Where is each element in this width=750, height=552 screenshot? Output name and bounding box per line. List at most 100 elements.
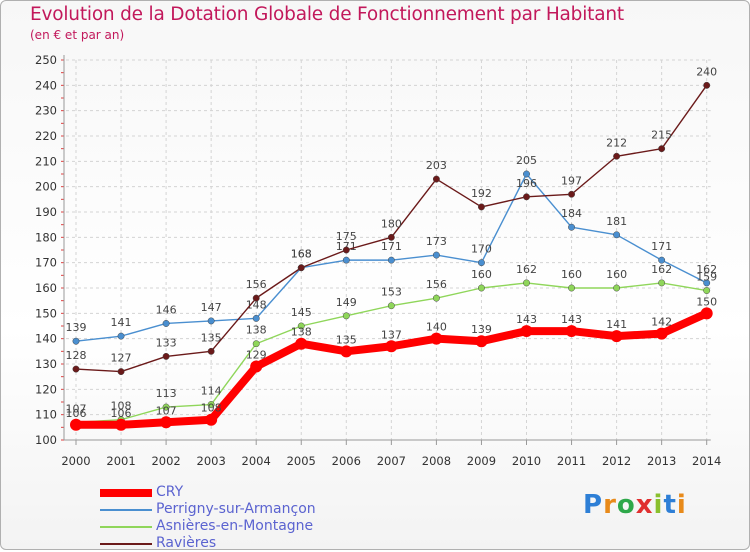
y-tick-label: 210 — [35, 154, 57, 168]
data-label: 139 — [471, 323, 492, 336]
data-point — [117, 368, 125, 376]
x-tick-label: 2005 — [287, 454, 316, 468]
data-point — [610, 330, 623, 343]
data-point — [523, 170, 530, 178]
data-point — [568, 284, 575, 292]
data-point — [523, 279, 530, 287]
x-tick-label: 2002 — [151, 454, 180, 468]
legend-label: Ravières — [156, 535, 217, 551]
data-point — [342, 256, 350, 264]
logo-letter: x — [635, 490, 654, 520]
data-point — [162, 352, 170, 360]
data-label: 160 — [561, 268, 582, 281]
legend-swatch — [100, 542, 152, 545]
data-label: 192 — [471, 187, 492, 200]
x-tick-label: 2012 — [602, 454, 631, 468]
data-label: 160 — [471, 268, 492, 281]
data-label: 139 — [66, 321, 87, 334]
data-label: 162 — [696, 263, 717, 276]
x-tick-label: 2007 — [377, 454, 406, 468]
x-tick-label: 2014 — [692, 454, 721, 468]
data-label: 150 — [696, 295, 717, 308]
y-tick-label: 110 — [35, 408, 57, 422]
data-point — [115, 418, 128, 431]
data-label: 138 — [291, 326, 312, 339]
data-label: 156 — [246, 278, 267, 291]
data-point — [297, 264, 305, 272]
data-point — [207, 347, 215, 355]
data-point — [700, 307, 713, 320]
y-tick-label: 220 — [35, 129, 57, 143]
data-point — [478, 284, 485, 292]
data-point — [117, 332, 125, 340]
data-label: 127 — [111, 352, 132, 365]
data-point — [655, 327, 668, 340]
data-point — [432, 251, 440, 259]
data-point — [478, 259, 485, 267]
data-label: 162 — [651, 263, 672, 276]
data-label: 133 — [156, 336, 177, 349]
data-label: 212 — [606, 136, 627, 149]
chart-legend: CRY Perrigny-sur-Armançon Asnières-en-Mont… — [100, 484, 316, 552]
data-point — [432, 294, 440, 302]
data-point — [387, 302, 395, 310]
data-label: 175 — [336, 230, 357, 243]
x-tick-label: 2003 — [197, 454, 226, 468]
data-label: 108 — [201, 402, 222, 415]
data-label: 181 — [606, 215, 627, 228]
data-point — [250, 360, 263, 373]
data-label: 173 — [426, 235, 447, 248]
data-label: 184 — [561, 207, 582, 220]
data-point — [432, 175, 440, 183]
legend-item: Asnières-en-Montagne — [100, 518, 316, 535]
data-point — [478, 203, 485, 211]
data-point — [385, 340, 398, 353]
data-label: 107 — [156, 404, 177, 417]
data-point — [565, 325, 578, 338]
y-tick-label: 200 — [35, 180, 57, 194]
chart-title: Evolution de la Dotation Globale de Fonc… — [30, 4, 624, 25]
data-point — [207, 401, 215, 408]
data-label: 113 — [156, 387, 177, 400]
data-label: 171 — [651, 240, 672, 253]
data-point — [252, 314, 260, 322]
data-label: 143 — [561, 313, 582, 326]
data-point — [703, 287, 711, 294]
data-point — [523, 193, 530, 201]
legend-label: Perrigny-sur-Armançon — [156, 501, 316, 517]
legend-swatch — [100, 488, 152, 497]
data-label: 196 — [516, 177, 537, 190]
y-tick-label: 140 — [35, 332, 57, 346]
data-label: 205 — [516, 154, 537, 167]
data-point — [72, 365, 80, 373]
x-tick-label: 2010 — [512, 454, 541, 468]
data-label: 148 — [246, 298, 267, 311]
data-label: 140 — [426, 321, 447, 334]
x-tick-label: 2011 — [557, 454, 586, 468]
data-point — [252, 340, 260, 348]
data-label: 143 — [516, 313, 537, 326]
data-label: 138 — [246, 324, 267, 337]
x-tick-label: 2004 — [242, 454, 271, 468]
y-tick-label: 230 — [35, 104, 57, 118]
data-point — [658, 256, 666, 264]
data-label: 159 — [696, 271, 717, 284]
data-label: 240 — [696, 65, 717, 78]
x-tick-label: 2009 — [467, 454, 496, 468]
data-label: 153 — [381, 286, 402, 299]
data-label: 197 — [561, 174, 582, 187]
data-point — [162, 403, 170, 411]
data-point — [160, 416, 173, 429]
data-label: 128 — [66, 349, 87, 362]
data-label: 156 — [426, 278, 447, 291]
legend-label: Asnières-en-Montagne — [156, 518, 314, 534]
data-point — [205, 413, 218, 426]
data-point — [658, 279, 666, 287]
data-label: 141 — [111, 316, 132, 329]
data-label: 107 — [66, 402, 87, 415]
y-tick-label: 190 — [35, 205, 57, 219]
data-point — [252, 294, 260, 302]
data-point — [342, 312, 350, 320]
